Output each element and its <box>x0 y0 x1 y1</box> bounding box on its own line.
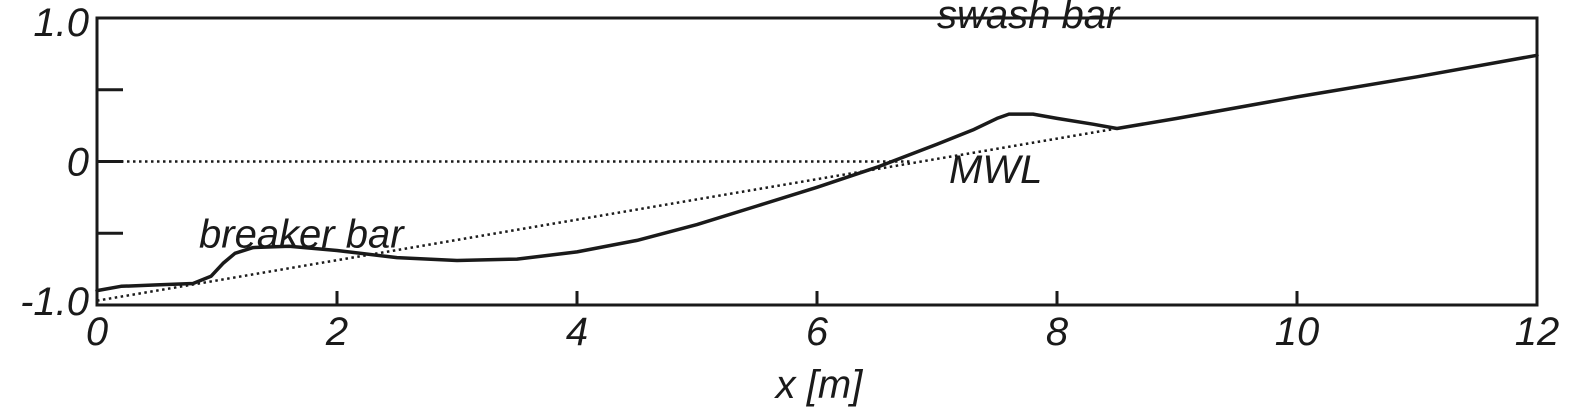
series-initial-slope <box>96 127 1118 302</box>
x-tick-label: 4 <box>566 310 588 354</box>
y-tick-label: -1.0 <box>20 280 89 324</box>
x-tick-label: 8 <box>1046 310 1069 354</box>
annotation-swash-bar: swash bar <box>937 0 1121 37</box>
x-tick-label: 2 <box>325 310 348 354</box>
annotation-layer: breaker bar swash bar MWL <box>199 0 1121 257</box>
y-tick-label: 1.0 <box>33 1 89 45</box>
ticks-layer: 0 2 4 6 8 10 12-1.001.0 <box>20 1 1559 354</box>
x-tick-label: 12 <box>1515 310 1560 354</box>
series-layer <box>95 53 1539 302</box>
x-tick-label: 10 <box>1275 310 1320 354</box>
y-tick-label: 0 <box>67 141 89 185</box>
x-tick-label: 6 <box>806 310 829 354</box>
series-bed-profile <box>95 53 1539 293</box>
annotation-mwl: MWL <box>949 148 1042 192</box>
x-axis-label: x [m] <box>774 363 864 407</box>
annotation-breaker-bar: breaker bar <box>199 213 405 257</box>
x-tick-label: 0 <box>86 310 108 354</box>
